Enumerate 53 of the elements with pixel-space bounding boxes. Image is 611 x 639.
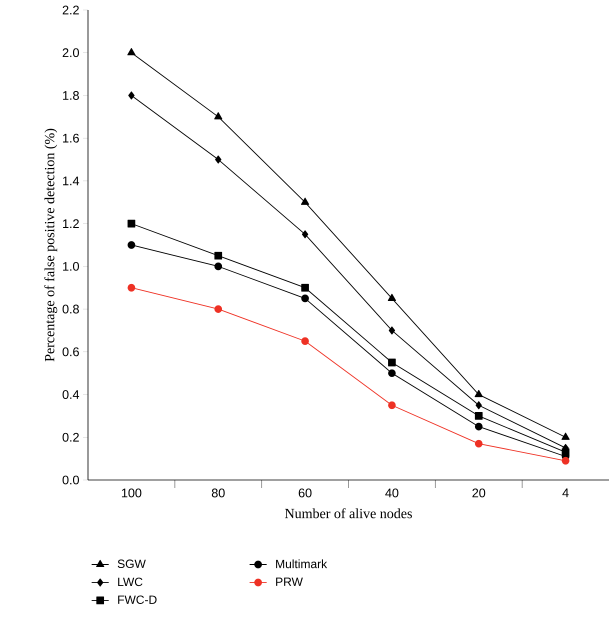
y-tick-label: 1.4: [63, 176, 80, 186]
legend-label: FWC-D: [118, 595, 157, 604]
point: [301, 284, 309, 292]
point: [214, 252, 222, 260]
x-tick-label: 20: [472, 488, 486, 498]
point: [388, 369, 396, 378]
y-tick-label: 2.0: [62, 48, 79, 58]
point: [128, 220, 136, 228]
y-tick-label: 0.8: [62, 304, 79, 314]
legend-label: Multimark: [276, 559, 328, 568]
point: [214, 262, 222, 270]
point: [128, 241, 136, 249]
point: [215, 155, 222, 164]
point: [476, 401, 482, 410]
point: [301, 337, 309, 345]
point: [302, 230, 308, 238]
y-tick-label: 1.6: [63, 134, 79, 143]
point: [128, 284, 136, 292]
x-axis-title: Number of alive nodes: [284, 508, 412, 518]
point: [214, 112, 222, 120]
y-tick-label: 1.8: [63, 91, 79, 100]
point: [388, 401, 396, 410]
point: [127, 48, 136, 56]
point: [388, 326, 396, 334]
legend-label: LWC: [118, 578, 142, 586]
y-tick-label: 2.2: [62, 6, 79, 14]
y-tick-label: 0.2: [62, 432, 79, 442]
y-tick-label: 0.4: [62, 390, 80, 399]
point: [562, 448, 570, 456]
point: [388, 358, 396, 366]
point: [128, 91, 135, 100]
y-tick-label: 0.0: [62, 476, 79, 484]
point: [562, 432, 570, 440]
point: [301, 198, 310, 205]
x-tick-label: 4: [562, 488, 569, 498]
y-tick-label: 0.6: [62, 347, 79, 356]
point: [562, 456, 570, 465]
legend-label: PRW: [276, 578, 303, 586]
point: [474, 412, 483, 420]
point: [474, 422, 483, 430]
y-tick-label: 1.0: [63, 262, 79, 271]
x-tick-label: 100: [122, 488, 142, 498]
x-tick-label: 40: [385, 488, 398, 498]
legend-label: SGW: [118, 560, 146, 568]
point: [474, 440, 483, 448]
point: [388, 294, 396, 301]
y-tick-label: 1.2: [63, 219, 79, 228]
x-tick-label: 80: [212, 488, 225, 498]
point: [301, 294, 309, 302]
x-tick-label: 60: [298, 488, 312, 498]
point: [474, 390, 483, 398]
point: [214, 305, 222, 313]
y-axis-title: Percentage of false positive detection (%): [44, 128, 58, 362]
